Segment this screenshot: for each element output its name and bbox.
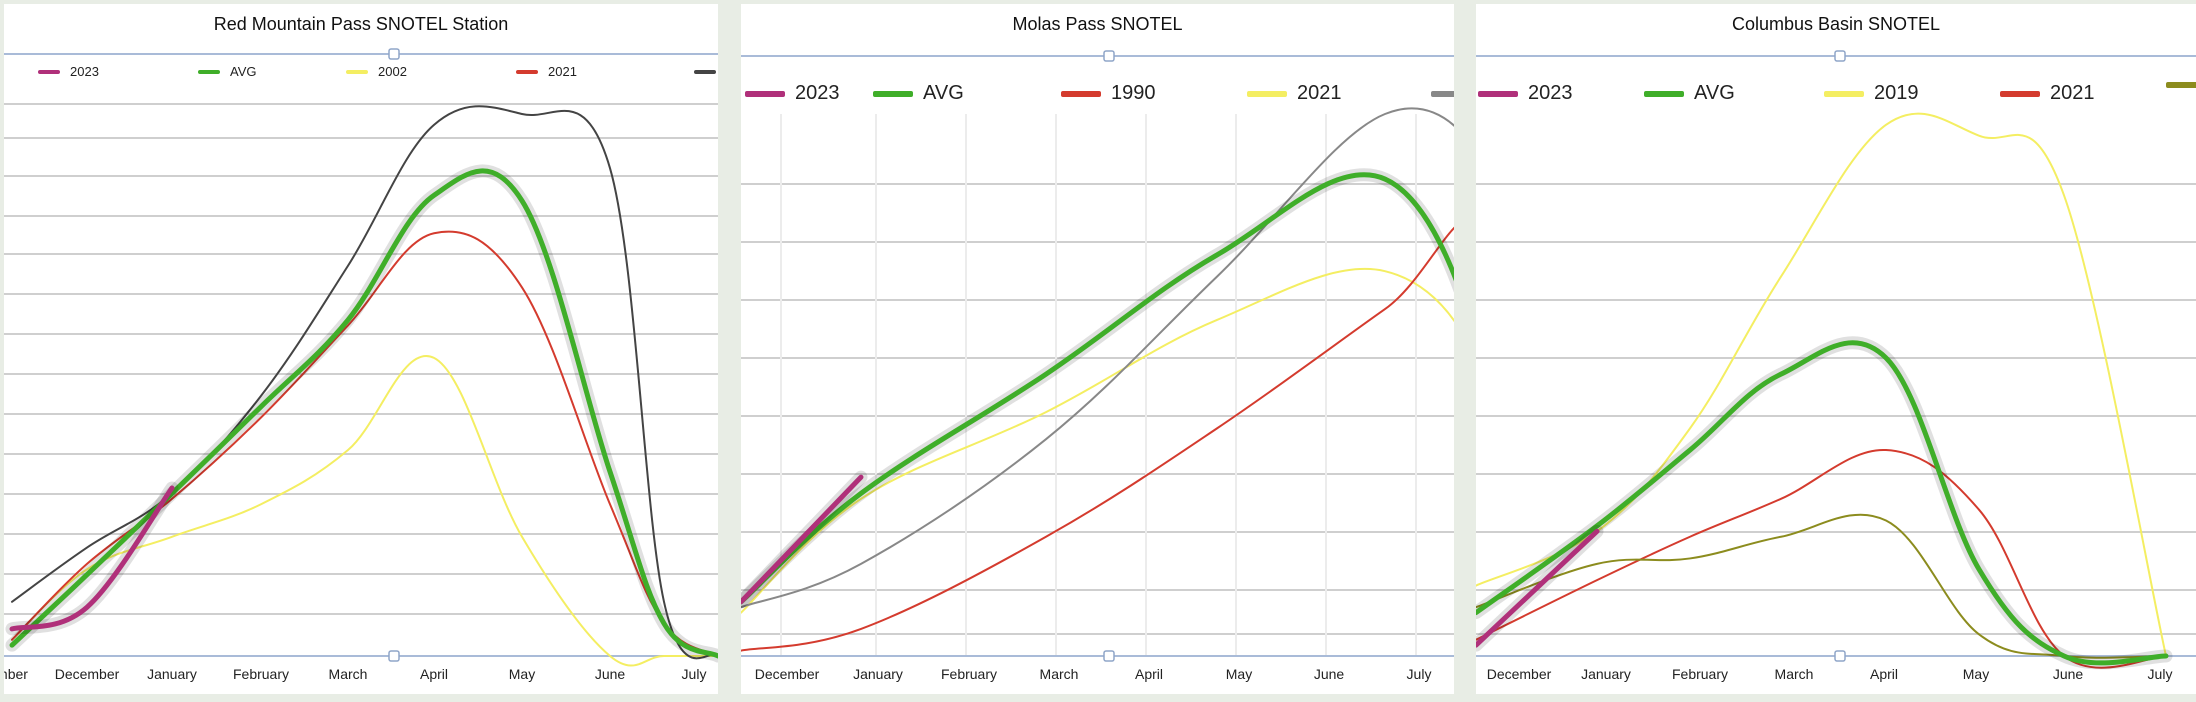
x-tick-label: December [754,666,820,682]
legend-item[interactable]: 2023 [745,82,840,105]
chart-plot [4,48,718,667]
legend-item[interactable]: 2002 [346,64,407,79]
legend-label: 2023 [70,64,99,79]
range-handle[interactable] [1834,50,1846,62]
legend-label: 2023 [1528,82,1573,104]
series-line-2023 [741,474,864,605]
legend-swatch [694,69,716,74]
series-line-avg [1476,340,2169,666]
range-handle[interactable] [1103,650,1115,662]
legend-item[interactable]: 2 [1431,82,1454,105]
x-tick-label: June [1313,666,1345,682]
legend-item[interactable]: 2023 [38,64,99,79]
legend-label: 2019 [1874,82,1919,104]
legend-label: 1990 [1111,82,1156,104]
series-line-1990 [741,226,1454,652]
series-line-2021 [1476,449,2167,669]
x-tick-label: May [508,666,536,682]
range-handle[interactable] [1834,650,1846,662]
x-tick-label: January [853,666,903,682]
legend-label: 2021 [2050,82,2095,104]
legend-item[interactable]: 2019 [1824,82,1919,105]
legend-item[interactable]: 2021 [516,64,577,79]
legend-label: 2021 [1297,82,1342,104]
x-tick-label: January [1581,666,1631,682]
legend-label: AVG [1694,82,1735,104]
series-line-2023 [1476,528,1600,648]
x-tick-label: February [232,666,290,682]
chart-title: Molas Pass SNOTEL [1012,14,1183,34]
series-line-avg [741,172,1454,605]
x-tick-label: June [2052,666,2084,682]
legend-item[interactable]: AVG [1644,82,1735,105]
chart-plot [741,50,1454,662]
series-line-shadow [1476,336,2173,670]
x-tick-label: March [1774,666,1814,682]
x-tick-label: May [1962,666,1990,682]
x-tick-label: December [54,666,120,682]
x-tick-label: April [1134,666,1164,682]
legend-swatch [346,69,368,74]
legend-item[interactable]: AVG [198,64,257,79]
chart-title: Columbus Basin SNOTEL [1731,14,1941,34]
series-line-2 [741,107,1454,609]
series-line-2023 [9,485,175,632]
legend-item[interactable]: AVG [873,82,964,105]
series-line-avg [9,168,718,659]
legend-swatch [1247,90,1287,97]
series-line-series-2 [1476,513,2167,659]
x-tick-label: May [1225,666,1253,682]
chart-panel-red-mountain: Red Mountain Pass SNOTEL Station 2023 AVG… [4,4,718,694]
x-tick-label: March [328,666,368,682]
range-handle[interactable] [388,48,400,60]
legend-swatch [1824,90,1864,97]
chart-panel-columbus-basin: Columbus Basin SNOTEL 2023 AVG 2019 2021 De… [1476,4,2196,694]
x-tick-label: January [147,666,197,682]
chart-title: Red Mountain Pass SNOTEL Station [213,14,509,34]
legend-label: AVG [923,82,964,104]
x-tick-label: December [1486,666,1552,682]
legend-item[interactable] [2166,82,2196,88]
legend-swatch [873,90,913,97]
x-tick-label: July [1406,666,1432,682]
x-tick-label: April [1869,666,1899,682]
legend-swatch [1431,90,1454,97]
x-tick-label: March [1039,666,1079,682]
legend-item[interactable]: 2 [694,64,718,79]
x-tick-label: July [681,666,707,682]
legend-label: 2002 [378,64,407,79]
x-tick-label: mber [4,666,28,682]
legend-label: AVG [230,64,257,79]
legend-item[interactable]: 1990 [1061,82,1156,105]
x-tick-label: July [2147,666,2173,682]
legend-item[interactable]: 2023 [1478,82,1573,105]
legend-swatch [2000,90,2040,97]
x-tick-label: February [940,666,998,682]
legend-item[interactable]: 2021 [1247,82,1342,105]
legend-swatch [516,69,538,74]
legend-swatch [2166,82,2196,88]
legend-swatch [1478,90,1518,97]
legend-label: 2021 [548,64,577,79]
chart-panel-molas-pass: Molas Pass SNOTEL 2023 AVG 1990 2021 2 Decem… [741,4,1454,694]
range-handle[interactable] [388,650,400,662]
x-tick-label: April [419,666,449,682]
legend-item[interactable]: 2021 [2000,82,2095,105]
series-line-2021 [741,267,1454,614]
legend-swatch [745,90,785,97]
legend-swatch [1644,90,1684,97]
legend-swatch [38,69,60,74]
series-line-2019 [1476,112,2167,657]
chart-plot [1476,50,2196,670]
range-handle[interactable] [1103,50,1115,62]
legend-label: 2023 [795,82,840,104]
legend-swatch [198,69,220,74]
x-tick-label: June [594,666,626,682]
legend-swatch [1061,90,1101,97]
x-tick-label: February [1671,666,1729,682]
